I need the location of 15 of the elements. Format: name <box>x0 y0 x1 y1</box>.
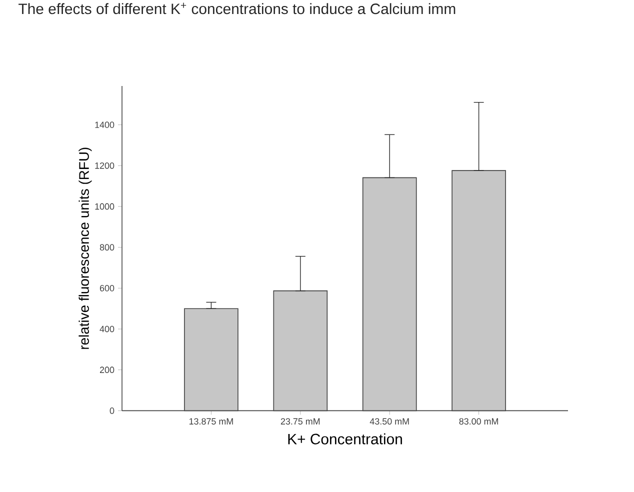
y-tick-label: 200 <box>100 366 114 374</box>
x-tick-label: 43.50 mM <box>370 418 409 425</box>
y-tick-label: 1400 <box>95 122 114 128</box>
y-axis-title: relative fluorescence units (RFU) <box>78 148 92 349</box>
y-tick-label: 600 <box>100 284 114 292</box>
y-tick-label: 800 <box>100 244 114 251</box>
chart-title: The effects of different K$^{+}$ concentrations to induce a Calcium imm <box>18 2 456 14</box>
y-tick-label: 1000 <box>95 203 114 210</box>
x-tick-label: 83.00 mM <box>459 418 498 425</box>
y-tick-label: 1200 <box>95 162 114 169</box>
x-tick-label: 23.75 mM <box>280 418 320 425</box>
y-tick-label: 400 <box>100 326 114 332</box>
x-tick-label: 13.875 mM <box>189 418 233 425</box>
x-axis-title: K+ Concentration <box>288 433 402 444</box>
y-tick-label: 0 <box>110 408 114 414</box>
